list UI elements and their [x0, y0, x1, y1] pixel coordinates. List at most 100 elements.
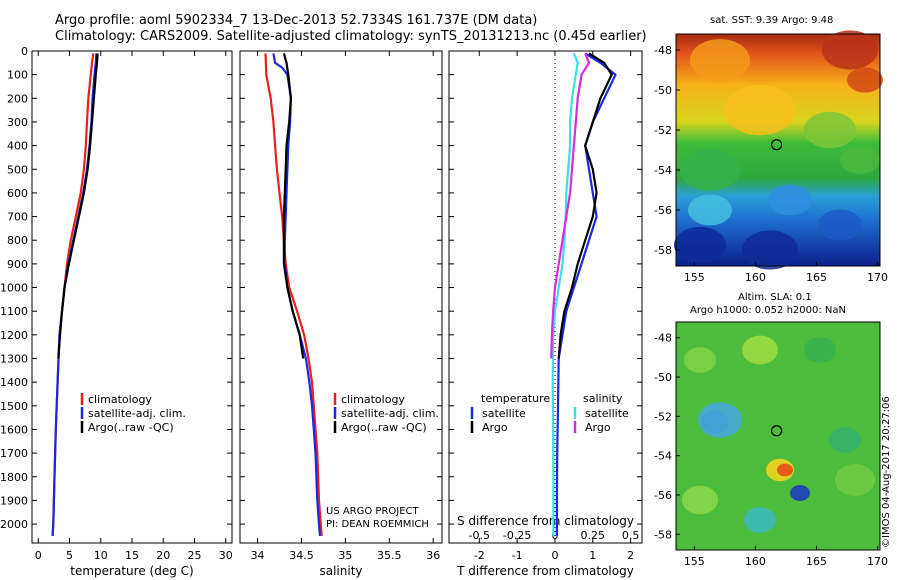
difference-profile-top-tick-label: 0.25: [581, 529, 606, 542]
sla-patch: [682, 485, 718, 515]
diff-legend-title-temperature: temperature: [481, 392, 550, 405]
depth-tick-label: 1300: [0, 353, 28, 366]
salinity-profile-argo-line: [282, 53, 305, 359]
diff-legend-label: satellite: [585, 407, 629, 420]
sla-patch: [698, 402, 742, 438]
depth-tick-label: 200: [7, 92, 28, 105]
depth-tick-label: 1200: [0, 329, 28, 342]
sla-map-xtick-label: 155: [684, 555, 705, 568]
difference-profile-t-satellite-line: [555, 52, 617, 536]
sla-patch: [684, 347, 716, 373]
sst-map-frame: [675, 33, 881, 267]
sla-patch: [790, 485, 810, 501]
depth-tick-label: 2000: [0, 518, 28, 531]
salinity-profile-xtick-label: 34.5: [289, 549, 314, 562]
sla-map-argo-position-marker: [771, 425, 783, 437]
salinity-profile-climatology-line: [264, 53, 323, 536]
depth-tick-label: 500: [7, 163, 28, 176]
temperature-profile-legend-label: Argo(..raw -QC): [88, 421, 174, 434]
difference-profile-top-tick-label: -0.5: [469, 529, 490, 542]
salinity-profile-xtick-label: 34: [251, 549, 265, 562]
sla-map-ytick-label: -52: [654, 410, 672, 423]
difference-profile-xtick-label: 1: [589, 549, 596, 562]
sst-map-xtick-label: 160: [745, 271, 766, 284]
salinity-profile-legend-label: satellite-adj. clim.: [341, 407, 439, 420]
sla-map-ytick-label: -54: [654, 450, 672, 463]
difference-profile-xtick-label: 0: [551, 549, 558, 562]
temperature-profile-legend-label: climatology: [88, 393, 152, 406]
salinity-profile-legend-label: climatology: [341, 393, 405, 406]
sst-patch: [847, 67, 883, 93]
sla-map-title-line2: Argo h1000: 0.052 h2000: NaN: [690, 305, 846, 316]
sla-patch: [829, 427, 861, 453]
temperature-profile-xlabel: temperature (deg C): [70, 564, 193, 578]
temperature-profile-xtick-label: 25: [188, 549, 202, 562]
sla-patch: [804, 337, 836, 363]
diff-legend-label: Argo: [482, 421, 508, 434]
difference-profile-xtick-label: -2: [474, 549, 485, 562]
sla-map-title-line1: Altim. SLA: 0.1: [738, 292, 812, 303]
sst-map-argo-position-marker: [771, 139, 783, 151]
difference-profile-frame: [448, 50, 643, 544]
sst-patch: [674, 226, 726, 264]
difference-profile-top-tick-label: -0.25: [503, 529, 531, 542]
temperature-profile-frame: [31, 50, 233, 544]
depth-tick-label: 1500: [0, 400, 28, 413]
project-name: US ARGO PROJECT: [326, 506, 419, 517]
diff-legend-label: Argo: [585, 421, 611, 434]
salinity-profile-xlabel: salinity: [319, 564, 362, 578]
sst-patch: [724, 84, 796, 136]
temperature-profile-xtick-label: 10: [94, 549, 108, 562]
sst-patch: [688, 194, 732, 226]
figure-title-line2: Climatology: CARS2009. Satellite-adjuste…: [55, 29, 647, 44]
project-pi: PI: DEAN ROEMMICH: [326, 519, 429, 530]
sst-map-ytick-label: -56: [654, 204, 672, 217]
depth-tick-label: 600: [7, 187, 28, 200]
sst-map-xtick-label: 170: [867, 271, 888, 284]
imos-credit: ©IMOS 04-Aug-2017 20:27:06: [881, 396, 892, 548]
sst-map-ytick-label: -58: [654, 244, 672, 257]
temperature-profile-xtick-label: 20: [156, 549, 170, 562]
temperature-profile-xtick-label: 5: [66, 549, 73, 562]
sst-map-ytick-label: -52: [654, 124, 672, 137]
difference-profile-s-satellite-line: [551, 52, 579, 536]
sla-patch: [777, 463, 793, 477]
sla-map-ytick-label: -50: [654, 371, 672, 384]
depth-tick-label: 1400: [0, 376, 28, 389]
depth-tick-label: 100: [7, 69, 28, 82]
sst-map-ytick-label: -48: [654, 44, 672, 57]
sla-map-xtick-label: 165: [806, 555, 827, 568]
temperature-profile-legend-label: satellite-adj. clim.: [88, 407, 186, 420]
depth-tick-label: 1700: [0, 447, 28, 460]
sst-patch: [768, 184, 812, 216]
difference-profile-top-tick-label: 0.5: [622, 529, 640, 542]
difference-profile-xlabel: T difference from climatology: [456, 564, 634, 578]
sla-map-ytick-label: -48: [654, 332, 672, 345]
sla-map-xtick-label: 160: [745, 555, 766, 568]
sst-map-xtick-label: 155: [684, 271, 705, 284]
salinity-profile-xtick-label: 35.5: [377, 549, 402, 562]
depth-tick-label: 400: [7, 140, 28, 153]
temperature-profile-xtick-label: 0: [35, 549, 42, 562]
sla-patch: [742, 335, 778, 365]
sla-map-xtick-label: 170: [867, 555, 888, 568]
sst-map-ytick-label: -54: [654, 164, 672, 177]
salinity-profile-frame: [239, 50, 443, 544]
temperature-profile-argo-line: [57, 53, 99, 359]
depth-tick-label: 0: [21, 45, 28, 58]
difference-profile-xtick-label: 2: [627, 549, 634, 562]
difference-profile-xtick-label: -1: [512, 549, 523, 562]
salinity-profile-legend-label: Argo(..raw -QC): [341, 421, 427, 434]
sst-map-ytick-label: -50: [654, 84, 672, 97]
sla-map-ytick-label: -56: [654, 489, 672, 502]
figure-title-line1: Argo profile: aoml 5902334_7 13-Dec-2013…: [55, 13, 538, 28]
depth-tick-label: 1900: [0, 494, 28, 507]
depth-tick-label: 1000: [0, 282, 28, 295]
difference-profile-top-xlabel: S difference from climatology: [457, 514, 634, 528]
sst-map-xtick-label: 165: [806, 271, 827, 284]
sla-map-ytick-label: -58: [654, 528, 672, 541]
sla-patch: [835, 464, 875, 496]
depth-tick-label: 300: [7, 116, 28, 129]
sst-patch: [742, 230, 798, 270]
depth-tick-label: 1100: [0, 305, 28, 318]
